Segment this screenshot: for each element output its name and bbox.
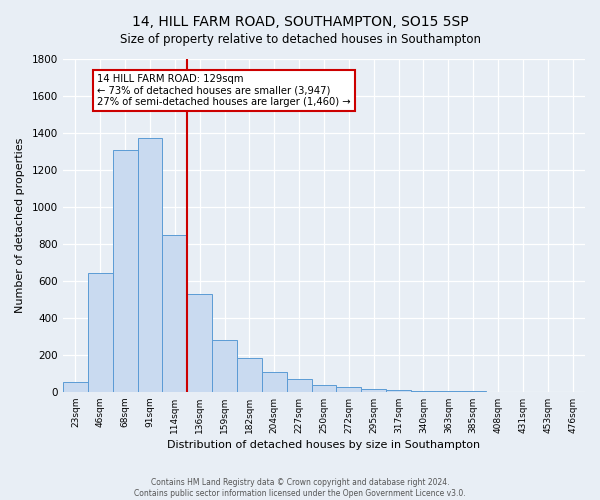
Y-axis label: Number of detached properties: Number of detached properties — [15, 138, 25, 313]
Bar — [337, 387, 361, 392]
X-axis label: Distribution of detached houses by size in Southampton: Distribution of detached houses by size … — [167, 440, 481, 450]
Bar — [212, 340, 237, 392]
Bar — [436, 391, 461, 392]
Bar — [163, 234, 187, 392]
Bar — [137, 138, 163, 392]
Bar — [361, 389, 386, 392]
Bar — [311, 385, 337, 392]
Bar — [88, 272, 113, 392]
Bar — [237, 358, 262, 392]
Bar — [287, 379, 311, 392]
Bar — [411, 390, 436, 392]
Text: Size of property relative to detached houses in Southampton: Size of property relative to detached ho… — [119, 32, 481, 46]
Bar — [262, 372, 287, 392]
Bar — [113, 150, 137, 392]
Bar — [63, 382, 88, 392]
Text: 14, HILL FARM ROAD, SOUTHAMPTON, SO15 5SP: 14, HILL FARM ROAD, SOUTHAMPTON, SO15 5S… — [131, 15, 469, 29]
Bar — [187, 294, 212, 392]
Bar — [386, 390, 411, 392]
Text: Contains HM Land Registry data © Crown copyright and database right 2024.
Contai: Contains HM Land Registry data © Crown c… — [134, 478, 466, 498]
Text: 14 HILL FARM ROAD: 129sqm
← 73% of detached houses are smaller (3,947)
27% of se: 14 HILL FARM ROAD: 129sqm ← 73% of detac… — [97, 74, 350, 107]
